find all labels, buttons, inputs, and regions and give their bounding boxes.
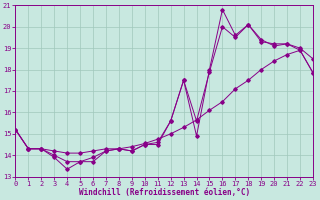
X-axis label: Windchill (Refroidissement éolien,°C): Windchill (Refroidissement éolien,°C) xyxy=(79,188,250,197)
